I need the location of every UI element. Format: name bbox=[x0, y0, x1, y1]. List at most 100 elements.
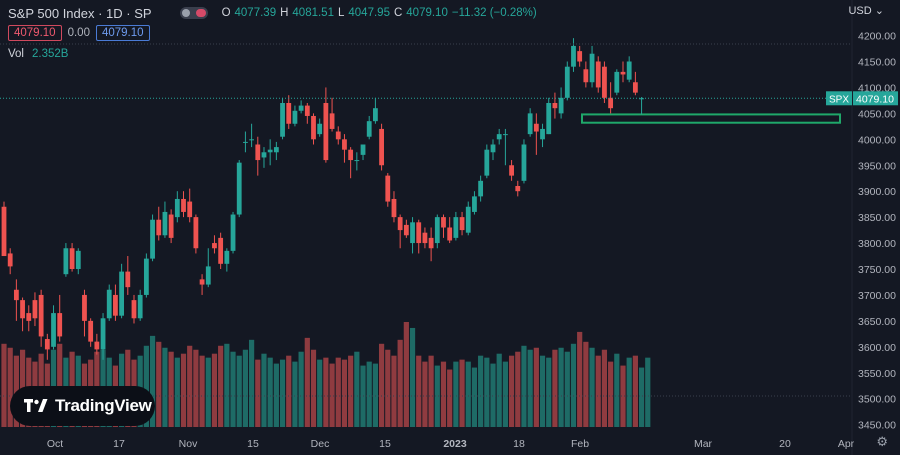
candle-body bbox=[26, 313, 32, 321]
price-tick-label: 3550.00 bbox=[858, 368, 896, 380]
volume-bar bbox=[348, 355, 354, 427]
candle-body bbox=[286, 103, 292, 124]
volume-bar bbox=[614, 353, 620, 427]
volume-bar bbox=[286, 355, 292, 427]
candle-body bbox=[57, 313, 63, 337]
volume-value: 2.352B bbox=[32, 48, 69, 60]
volume-bar bbox=[459, 359, 465, 427]
volume-bar bbox=[577, 331, 583, 427]
time-tick-label: 2023 bbox=[443, 438, 467, 450]
candle-body bbox=[478, 180, 484, 197]
toggle-icon[interactable] bbox=[179, 7, 208, 19]
volume-bar bbox=[453, 361, 459, 427]
volume-bar bbox=[521, 345, 527, 427]
buy-button[interactable]: 4079.10 bbox=[95, 25, 150, 41]
volume-bar bbox=[397, 339, 403, 427]
volume-bar bbox=[570, 343, 577, 427]
volume-bar bbox=[187, 345, 193, 427]
candle-body bbox=[465, 206, 471, 233]
candle-body bbox=[32, 300, 38, 319]
volume-bar bbox=[249, 339, 255, 427]
candle-body bbox=[447, 227, 453, 241]
symbol-legend: S&P 500 Index · 1D · SP O 4077.39 H 4081.5… bbox=[8, 4, 537, 22]
volume-bar bbox=[626, 357, 632, 427]
volume-bar bbox=[341, 359, 348, 427]
volume-bar bbox=[329, 363, 335, 427]
candle-body bbox=[193, 217, 199, 249]
candle-body bbox=[137, 294, 143, 319]
volume-bar bbox=[174, 357, 180, 427]
candle-body bbox=[100, 318, 106, 350]
volume-bar bbox=[236, 355, 242, 427]
close-label: C bbox=[393, 7, 403, 19]
price-tick-label: 3600.00 bbox=[858, 342, 896, 354]
candle-body bbox=[422, 232, 428, 244]
currency-selector[interactable]: USD ⌄ bbox=[848, 4, 884, 17]
high-label: H bbox=[280, 7, 289, 19]
time-tick-label: Dec bbox=[311, 438, 330, 450]
candle-body bbox=[335, 131, 341, 140]
price-tick-label: 3800.00 bbox=[858, 238, 896, 250]
candle-body bbox=[546, 103, 552, 135]
volume-bar bbox=[471, 367, 478, 427]
candle-body bbox=[620, 71, 626, 75]
candle-body bbox=[403, 224, 409, 236]
price-tag-symbol: SPX bbox=[829, 94, 849, 105]
candle-body bbox=[75, 250, 81, 269]
price-tick-label: 4200.00 bbox=[858, 31, 896, 43]
candle-body bbox=[106, 289, 112, 319]
time-tick-label: 15 bbox=[247, 438, 259, 450]
volume-bar bbox=[57, 343, 63, 427]
volume-bar bbox=[552, 349, 558, 427]
volume-bar bbox=[564, 351, 570, 427]
volume-bar bbox=[162, 347, 168, 427]
symbol-title[interactable]: S&P 500 Index · 1D · SP bbox=[8, 5, 152, 21]
price-tick-label: 3950.00 bbox=[858, 160, 896, 172]
volume-bar bbox=[527, 349, 533, 427]
volume-bar bbox=[372, 363, 378, 427]
volume-label[interactable]: Vol bbox=[8, 48, 24, 60]
candle-body bbox=[1, 206, 7, 257]
candle-body bbox=[323, 103, 329, 161]
volume-bar bbox=[465, 361, 471, 427]
ohlc-values: O 4077.39 H 4081.51 L 4047.95 C 4079.10 −11.… bbox=[222, 7, 537, 19]
candle-body bbox=[490, 144, 496, 153]
volume-bar bbox=[366, 361, 372, 427]
candle-body bbox=[354, 160, 360, 162]
last-price-tag: SPX 4079.10 bbox=[826, 91, 898, 106]
price-tick-label: 3450.00 bbox=[858, 420, 896, 432]
tradingview-logo[interactable]: TradingView bbox=[10, 386, 155, 426]
volume-bar bbox=[645, 357, 651, 427]
price-tick-label: 3700.00 bbox=[858, 290, 896, 302]
volume-bar bbox=[378, 343, 385, 427]
candle-body bbox=[329, 113, 335, 129]
volume-bar bbox=[180, 353, 187, 427]
candle-body bbox=[632, 82, 638, 93]
volume-bar bbox=[385, 349, 391, 427]
candle-body bbox=[639, 98, 644, 100]
candle-body bbox=[453, 217, 459, 238]
candle-body bbox=[533, 123, 539, 132]
time-tick-label: Apr bbox=[838, 438, 855, 450]
candle-body bbox=[527, 113, 533, 135]
time-tick-label: Mar bbox=[694, 438, 713, 450]
volume-bar bbox=[403, 322, 409, 427]
volume-bar bbox=[416, 355, 422, 427]
sell-button[interactable]: 4079.10 bbox=[8, 25, 62, 41]
candle-body bbox=[472, 196, 477, 212]
candle-body bbox=[459, 217, 465, 231]
candle-body bbox=[348, 149, 354, 161]
volume-bar bbox=[261, 353, 267, 427]
volume-bar bbox=[310, 349, 317, 427]
candle-body bbox=[589, 53, 595, 83]
gear-icon[interactable]: ⚙ bbox=[876, 434, 888, 449]
time-tick-label: 18 bbox=[513, 438, 525, 450]
candle-body bbox=[156, 219, 162, 236]
change-value: −11.32 (−0.28%) bbox=[451, 7, 537, 19]
candle-body bbox=[243, 141, 248, 143]
candle-body bbox=[131, 300, 137, 319]
volume-bar bbox=[317, 359, 323, 427]
candle-body bbox=[51, 313, 56, 347]
